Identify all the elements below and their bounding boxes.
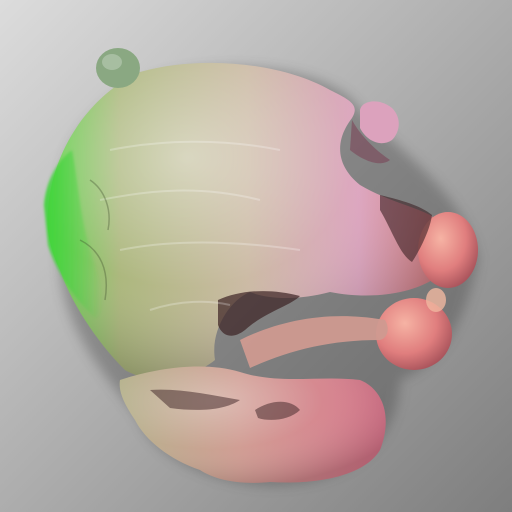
render-viewport[interactable] (0, 0, 512, 512)
molecular-surface-render (0, 0, 512, 512)
